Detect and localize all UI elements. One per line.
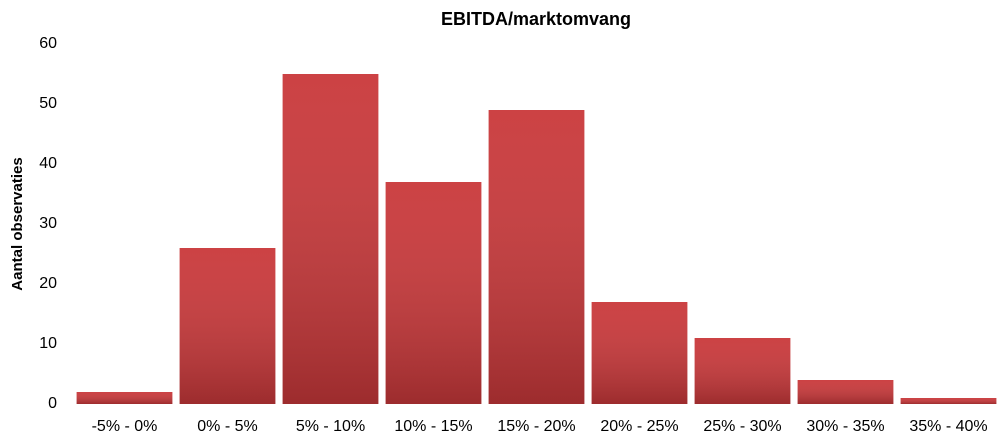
chart-title: EBITDA/marktomvang [441, 9, 631, 29]
bar-shade [900, 398, 997, 404]
x-tick-label: 0% - 5% [197, 418, 257, 435]
bar-shade [488, 110, 585, 404]
x-tick-label: 10% - 15% [394, 418, 472, 435]
y-tick-label: 50 [39, 95, 57, 112]
bar-shade [591, 302, 688, 404]
x-tick-label: 5% - 10% [296, 418, 365, 435]
bar-shade [385, 182, 482, 404]
y-tick-label: 10 [39, 335, 57, 352]
y-tick-label: 0 [48, 395, 57, 412]
bar-shade [179, 248, 276, 404]
x-tick-label: -5% - 0% [92, 418, 158, 435]
x-tick-label: 15% - 20% [497, 418, 575, 435]
bar-shade [797, 380, 894, 404]
x-tick-label: 30% - 35% [806, 418, 884, 435]
y-tick-label: 60 [39, 35, 57, 52]
x-tick-label: 25% - 30% [703, 418, 781, 435]
bar-shade [76, 392, 173, 404]
x-tick-label: 35% - 40% [909, 418, 987, 435]
y-tick-label: 40 [39, 155, 57, 172]
y-axis-label: Aantal observaties [9, 157, 26, 290]
bar-shade [282, 74, 379, 404]
y-tick-label: 30 [39, 215, 57, 232]
bar-shade [694, 338, 791, 404]
x-tick-label: 20% - 25% [600, 418, 678, 435]
y-tick-label: 20 [39, 275, 57, 292]
